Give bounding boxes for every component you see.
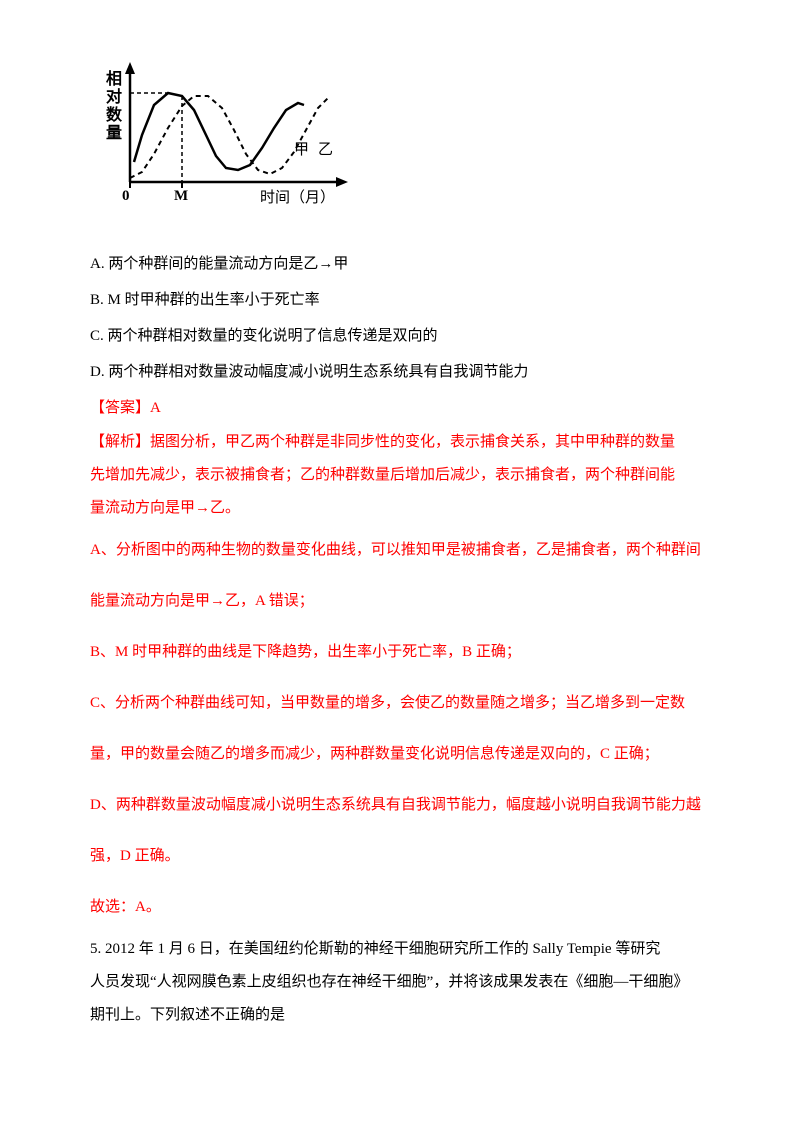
series-b-line <box>130 96 330 178</box>
y-label-4: 量 <box>106 124 122 142</box>
exp-c: C、分析两个种群曲线可知，当甲数量的增多，会使乙的数量随之增多；当乙增多到一定数… <box>90 678 710 780</box>
exp-d: D、两种群数量波动幅度减小说明生态系统具有自我调节能力，幅度越小说明自我调节能力… <box>90 780 710 882</box>
analysis-p1: 【解析】据图分析，甲乙两个种群是非同步性的变化，表示捕食关系，其中甲种群的数量 <box>90 426 710 459</box>
option-a: A. 两个种群间的能量流动方向是乙→甲 <box>90 246 710 282</box>
population-chart: 相 对 数 量 甲 乙 0 M 时间（月） <box>90 50 710 230</box>
x-axis-arrow <box>336 177 348 187</box>
m-label: M <box>174 188 188 204</box>
chart-svg: 相 对 数 量 甲 乙 0 M 时间（月） <box>90 50 360 225</box>
y-label-2: 对 <box>106 87 122 106</box>
pick: 故选：A。 <box>90 882 710 933</box>
origin-label: 0 <box>122 188 130 204</box>
option-d: D. 两个种群相对数量波动幅度减小说明生态系统具有自我调节能力 <box>90 354 710 390</box>
q5-l3: 期刊上。下列叙述不正确的是 <box>90 999 710 1032</box>
answer-label: 【答案】A <box>90 390 710 426</box>
q5-l1: 5. 2012 年 1 月 6 日，在美国纽约伦斯勒的神经干细胞研究所工作的 S… <box>90 933 710 966</box>
q5-l2: 人员发现“人视网膜色素上皮组织也存在神经干细胞”，并将该成果发表在《细胞—干细胞… <box>90 966 710 999</box>
option-b: B. M 时甲种群的出生率小于死亡率 <box>90 282 710 318</box>
series-b-label: 乙 <box>318 142 333 158</box>
x-axis-label: 时间（月） <box>260 189 335 206</box>
option-c: C. 两个种群相对数量的变化说明了信息传递是双向的 <box>90 318 710 354</box>
analysis-p3: 量流动方向是甲→乙。 <box>90 492 710 525</box>
exp-a: A、分析图中的两种生物的数量变化曲线，可以推知甲是被捕食者，乙是捕食者，两个种群… <box>90 525 710 627</box>
y-label-3: 数 <box>106 105 123 124</box>
analysis-p2: 先增加先减少，表示被捕食者；乙的种群数量后增加后减少，表示捕食者，两个种群间能 <box>90 459 710 492</box>
series-a-label: 甲 <box>294 142 309 158</box>
y-label-1: 相 <box>106 69 122 88</box>
series-a-line <box>134 93 304 170</box>
exp-b: B、M 时甲种群的曲线是下降趋势，出生率小于死亡率，B 正确； <box>90 627 710 678</box>
y-axis-arrow <box>125 62 135 74</box>
